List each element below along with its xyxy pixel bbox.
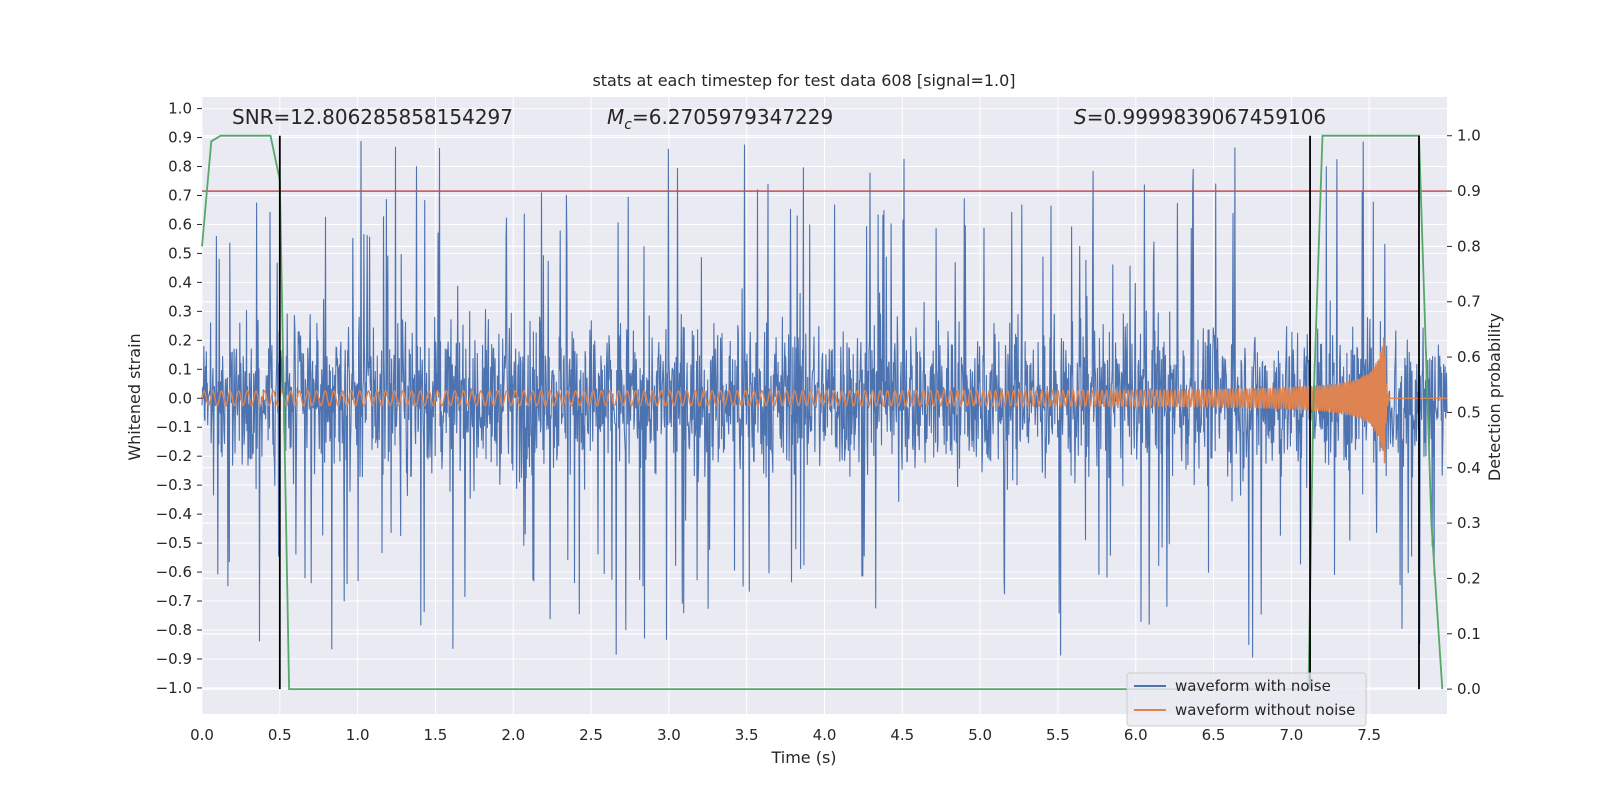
x-tick-label: 7.0 bbox=[1279, 726, 1303, 744]
y-tick-label: 0.5 bbox=[168, 244, 192, 262]
y-tick-label: 0.8 bbox=[168, 158, 192, 176]
y-right-tick-label: 0.3 bbox=[1457, 514, 1481, 532]
y-tick-label: −0.3 bbox=[156, 476, 192, 494]
y-tick-label: −0.6 bbox=[156, 563, 192, 581]
x-tick-label: 6.0 bbox=[1124, 726, 1148, 744]
snr-annotation: SNR=12.806285858154297 bbox=[232, 105, 513, 129]
y-tick-label: 0.9 bbox=[168, 129, 192, 147]
y-axis-label-left: Whitened strain bbox=[125, 333, 144, 460]
y-tick-label: 0.7 bbox=[168, 186, 192, 204]
y-tick-label: 0.4 bbox=[168, 273, 192, 291]
y-right-tick-label: 0.5 bbox=[1457, 403, 1481, 421]
x-tick-label: 0.0 bbox=[190, 726, 214, 744]
x-tick-label: 2.5 bbox=[579, 726, 603, 744]
y-tick-label: 1.0 bbox=[168, 100, 192, 118]
y-tick-label: 0.6 bbox=[168, 215, 192, 233]
x-axis-label: Time (s) bbox=[770, 748, 836, 767]
y-tick-label: 0.0 bbox=[168, 389, 192, 407]
x-tick-label: 5.5 bbox=[1046, 726, 1070, 744]
y-tick-label: 0.2 bbox=[168, 331, 192, 349]
statistic-symbol: S bbox=[1074, 105, 1087, 129]
x-tick-label: 1.5 bbox=[424, 726, 448, 744]
plot-area: 0.0 0.5 1.0 1.5 2.0 2.5 3.0 3.5 4.0 4.5 5.0 5.5 6.0 6… bbox=[156, 97, 1481, 744]
y-right-tick-label: 0.6 bbox=[1457, 348, 1481, 366]
y-right-tick-label: 0.2 bbox=[1457, 569, 1481, 587]
x-tick-label: 1.0 bbox=[346, 726, 370, 744]
y-tick-label: 0.1 bbox=[168, 360, 192, 378]
x-tick-label: 4.0 bbox=[813, 726, 837, 744]
y-tick-label: −0.9 bbox=[156, 650, 192, 668]
y-right-tick-label: 0.4 bbox=[1457, 459, 1481, 477]
x-tick-label: 2.0 bbox=[501, 726, 525, 744]
y-tick-label: −0.5 bbox=[156, 534, 192, 552]
chirp-mass-subscript: c bbox=[624, 117, 632, 133]
legend-box bbox=[1126, 672, 1367, 727]
series-waveform-without-noise bbox=[201, 337, 1448, 464]
legend-label-clean: waveform without noise bbox=[1175, 701, 1355, 719]
series-waveform-with-noise bbox=[201, 140, 1448, 658]
chirp-mass-value: =6.2705979347229 bbox=[632, 105, 833, 129]
x-tick-label: 3.5 bbox=[735, 726, 759, 744]
statistic-annotation: S=0.9999839067459106 bbox=[1074, 105, 1326, 129]
y-tick-label: −0.1 bbox=[156, 418, 192, 436]
y-tick-label: −0.8 bbox=[156, 621, 192, 639]
x-tick-label: 4.5 bbox=[890, 726, 914, 744]
x-tick-label: 5.0 bbox=[968, 726, 992, 744]
chirp-mass-annotation: Mc=6.2705979347229 bbox=[607, 105, 833, 133]
y-tick-label: −1.0 bbox=[156, 679, 192, 697]
x-tick-label: 7.5 bbox=[1357, 726, 1381, 744]
y-axis-label-right: Detection probability bbox=[1485, 313, 1504, 481]
legend-label-noisy: waveform with noise bbox=[1175, 677, 1331, 695]
statistic-value: =0.9999839067459106 bbox=[1087, 105, 1326, 129]
x-tick-label: 0.5 bbox=[268, 726, 292, 744]
y-tick-label: 0.3 bbox=[168, 302, 192, 320]
y-tick-label: −0.2 bbox=[156, 447, 192, 465]
y-right-tick-label: 0.1 bbox=[1457, 625, 1481, 643]
y-right-tick-label: 0.8 bbox=[1457, 237, 1481, 255]
y-tick-label: −0.4 bbox=[156, 505, 192, 523]
y-tick-label: −0.7 bbox=[156, 592, 192, 610]
x-tick-label: 6.5 bbox=[1202, 726, 1226, 744]
x-tick-label: 3.0 bbox=[657, 726, 681, 744]
series-detection-probability bbox=[201, 134, 1444, 690]
chart-title: stats at each timestep for test data 608… bbox=[592, 71, 1015, 90]
chirp-mass-symbol: M bbox=[607, 105, 624, 129]
y-right-tick-label: 0.7 bbox=[1457, 293, 1481, 311]
y-right-tick-label: 1.0 bbox=[1457, 127, 1481, 145]
y-right-tick-label: 0.9 bbox=[1457, 182, 1481, 200]
y-right-tick-label: 0.0 bbox=[1457, 680, 1481, 698]
legend: waveform with noise waveform without noi… bbox=[1126, 672, 1367, 727]
